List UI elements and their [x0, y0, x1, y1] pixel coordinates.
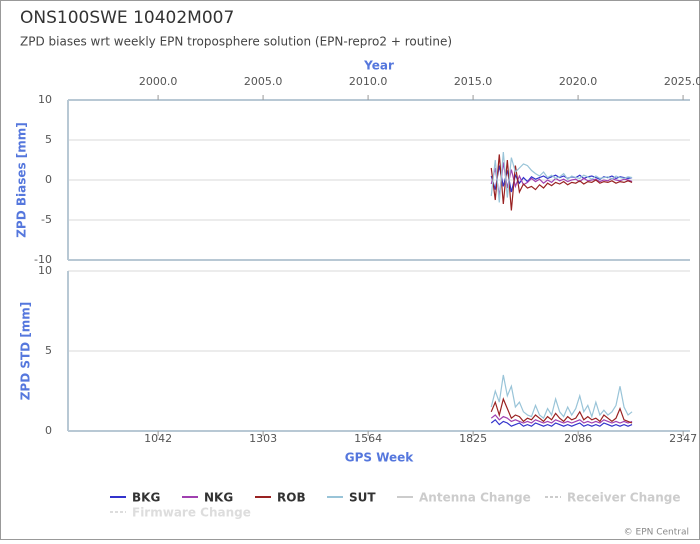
chart-subtitle: ZPD biases wrt weekly EPN troposphere so…: [20, 35, 452, 49]
y-tick-label: 0: [45, 424, 52, 437]
x-tick-label: 2086: [564, 432, 592, 445]
x-axis-label: GPS Week: [345, 451, 415, 465]
y-tick-label: -5: [41, 213, 52, 226]
y-axis-label: ZPD Biases [mm]: [15, 122, 29, 238]
legend-label: Antenna Change: [419, 491, 531, 505]
legend-label: ROB: [277, 491, 306, 505]
x2-tick-label: 2025.0: [664, 75, 700, 88]
legend-label: Firmware Change: [132, 506, 251, 520]
y-tick-label: 0: [45, 173, 52, 186]
x-tick-label: 1825: [459, 432, 487, 445]
y-tick-label: -10: [34, 253, 52, 266]
series-line: [490, 414, 633, 424]
footer: © EPN Central: [624, 528, 689, 538]
legend-label: SUT: [349, 491, 376, 505]
x2-tick-label: 2005.0: [244, 75, 283, 88]
series-line: [490, 418, 633, 427]
series-line: [490, 374, 633, 420]
x-tick-label: 2347: [669, 432, 697, 445]
y-tick-label: 10: [38, 93, 52, 106]
x2-tick-label: 2020.0: [559, 75, 598, 88]
series-line: [490, 397, 633, 424]
x2-tick-label: 2015.0: [454, 75, 493, 88]
series-line: [490, 162, 633, 197]
x2-axis-label: Year: [363, 59, 394, 73]
series-line: [490, 151, 633, 203]
legend-label: BKG: [132, 491, 160, 505]
y-tick-label: 10: [38, 264, 52, 277]
legend-label: Receiver Change: [567, 491, 681, 505]
x2-tick-label: 2010.0: [349, 75, 388, 88]
x2-tick-label: 2000.0: [139, 75, 178, 88]
x-tick-label: 1564: [354, 432, 382, 445]
x-tick-label: 1042: [144, 432, 172, 445]
series-line: [490, 154, 633, 211]
y-tick-label: 5: [45, 133, 52, 146]
legend-label: NKG: [204, 491, 233, 505]
x-tick-label: 1303: [249, 432, 277, 445]
chart-title: ONS100SWE 10402M007: [20, 8, 234, 28]
y-tick-label: 5: [45, 344, 52, 357]
y-axis-label: ZPD STD [mm]: [19, 302, 33, 401]
